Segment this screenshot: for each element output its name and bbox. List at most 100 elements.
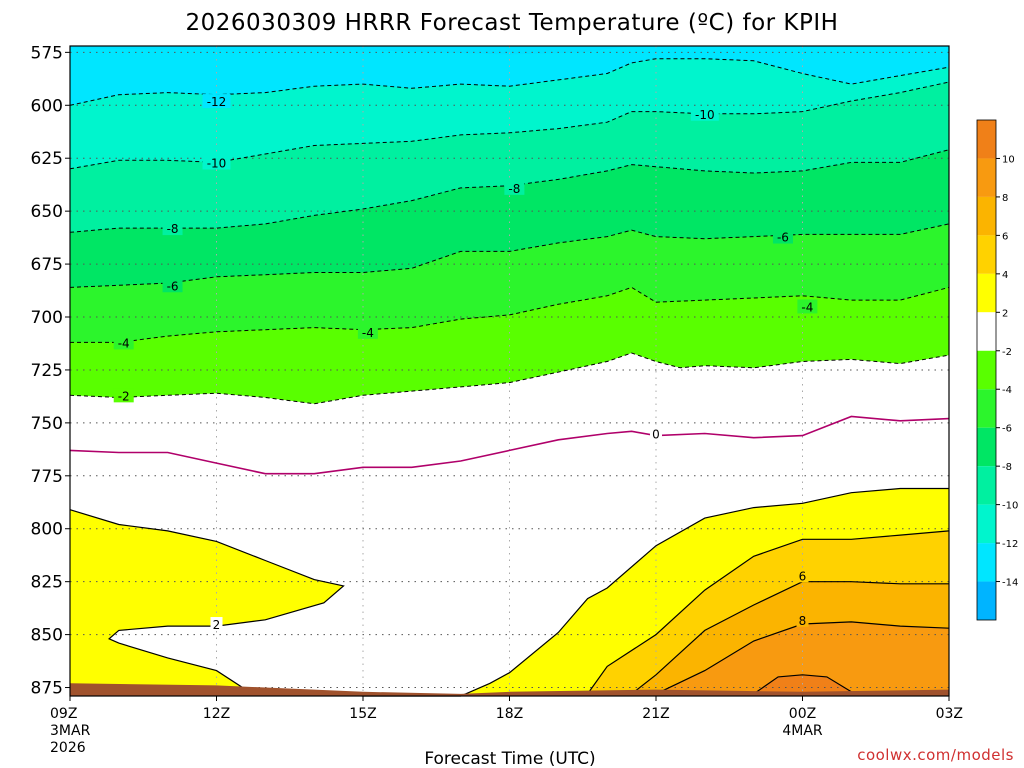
colorbar-tick-label: -12: [1002, 539, 1018, 550]
x-tick-label: 21Z: [642, 706, 669, 722]
x-tick-label: 09Z: [50, 706, 77, 722]
isotherm-label: -6: [167, 279, 179, 293]
isotherm-label-bg: [202, 155, 231, 170]
colorbar-band: [977, 196, 996, 236]
y-tick-label: 875: [31, 679, 63, 699]
isotherm-label-bg: [210, 617, 223, 632]
isotherm-minus8: [69, 149, 950, 233]
isotherm-label: 8: [799, 614, 807, 628]
isotherm-label-bg: [772, 229, 793, 244]
x-tick-date: 4MAR: [782, 723, 823, 739]
colorbar-band: [977, 543, 996, 582]
chart-title: 2026030309 HRRR Forecast Temperature (ºC…: [186, 10, 839, 36]
y-tick-label: 650: [31, 202, 63, 222]
x-tick-label: 03Z: [936, 706, 963, 722]
colorbar-band: [977, 312, 996, 351]
isotherm-6: [631, 581, 949, 695]
fill-below-minus14: [70, 46, 632, 55]
y-tick-label: 625: [31, 149, 63, 169]
colorbar-band: [977, 581, 996, 620]
colorbar-band: [977, 466, 996, 505]
isotherm-label: -4: [362, 326, 374, 340]
colorbar-tick-label: -6: [1002, 424, 1012, 435]
isotherm-label-bg: [796, 612, 809, 627]
y-tick-label: 700: [31, 308, 63, 328]
isotherm-minus2: [69, 352, 950, 405]
colorbar-band: [977, 427, 996, 467]
isotherm-labels: -12 -10 -10 -8 -8 -6 -6 -4 -4 -4 -2 0 2 6 8: [113, 94, 818, 632]
x-tick-label: 15Z: [349, 706, 376, 722]
isotherm-label-bg: [357, 324, 378, 339]
colorbar-frame: [976, 119, 997, 621]
colorbar-tick-label: 8: [1002, 193, 1008, 204]
fill-notch-white: [109, 619, 490, 696]
colorbar-band: [977, 235, 996, 274]
x-tick-date: 2026: [50, 740, 86, 756]
colorbar-tick-label: 6: [1002, 231, 1008, 242]
y-tick-label: 850: [31, 626, 63, 646]
y-tick-label: 725: [31, 361, 63, 381]
terrain-fill: [70, 683, 949, 696]
isotherm-label: -10: [695, 108, 715, 122]
isotherm-label-bg: [113, 335, 134, 350]
colorbar-band: [977, 389, 996, 428]
isotherm-label: 0: [652, 427, 660, 441]
isotherm-0: [69, 415, 950, 475]
isotherm-label: 6: [799, 569, 807, 583]
y-tick-label: 675: [31, 255, 63, 275]
isotherm-minus6: [69, 223, 950, 288]
colorbar-tick-label: 4: [1002, 270, 1008, 281]
colorbar: 10 8 6 4 2 -2 -4 -6 -8 -10 -12 -14: [976, 119, 1018, 621]
y-tick-label: 800: [31, 520, 63, 540]
y-axis: 575 600 625 650 675 700 725 750 775 800 825 850 875: [31, 43, 70, 699]
isotherm-label-bg: [504, 180, 525, 195]
isotherm-2: [69, 487, 949, 697]
isotherm-label-bg: [162, 278, 183, 293]
isotherm-4: [587, 530, 950, 695]
terrain-surface: [70, 683, 949, 696]
y-tick-label: 775: [31, 467, 63, 487]
x-axis-title: Forecast Time (UTC): [424, 749, 595, 768]
fill-below-minus12: [70, 46, 949, 106]
colorbar-band: [977, 158, 996, 197]
isotherm-label: -4: [801, 300, 813, 314]
colorbar-band: [977, 504, 996, 544]
y-tick-label: 750: [31, 414, 63, 434]
x-tick-label: 18Z: [496, 706, 523, 722]
y-tick-label: 825: [31, 573, 63, 593]
isotherm-label-bg: [797, 299, 818, 314]
y-tick-label: 575: [31, 43, 63, 63]
colorbar-tick-label: -2: [1002, 347, 1012, 358]
isotherm-label: -6: [777, 231, 789, 245]
colorbar-band: [977, 120, 996, 159]
colorbar-tick-label: 2: [1002, 308, 1008, 319]
colorbar-tick-label: 10: [1002, 154, 1015, 165]
isotherm-label: -12: [207, 95, 227, 109]
isotherm-minus4: [70, 286, 950, 343]
isotherm-label-bg: [690, 106, 719, 121]
isotherm-label-bg: [650, 426, 662, 441]
fill-above-8: [656, 621, 949, 696]
colorbar-band: [977, 273, 996, 313]
x-tick-label: 12Z: [203, 706, 230, 722]
isotherm-10: [753, 674, 852, 695]
colorbar-tick-label: -10: [1002, 501, 1018, 512]
isotherm-label: 2: [213, 618, 221, 632]
x-tick-date: 3MAR: [50, 723, 91, 739]
y-tick-label: 600: [31, 96, 63, 116]
isotherm-label-bg: [796, 568, 809, 583]
fill-above-10: [753, 674, 852, 696]
x-tick-label: 00Z: [789, 706, 816, 722]
colorbar-tick-label: -4: [1002, 385, 1012, 396]
colorbar-band: [977, 350, 996, 390]
isotherm-label: -2: [118, 389, 130, 403]
isotherm-label-bg: [113, 388, 134, 403]
isotherm-label-bg: [202, 94, 231, 109]
colorbar-tick-label: -8: [1002, 462, 1012, 473]
isotherm-label: -10: [207, 156, 227, 170]
isotherm-label: -8: [167, 222, 179, 236]
isotherm-label-bg: [162, 221, 183, 236]
isotherm-label: -8: [508, 182, 520, 196]
